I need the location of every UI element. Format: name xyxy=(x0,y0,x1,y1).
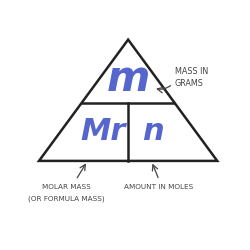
Text: MOLAR MASS: MOLAR MASS xyxy=(42,184,90,190)
Text: AMOUNT IN MOLES: AMOUNT IN MOLES xyxy=(124,184,194,190)
Text: MASS IN: MASS IN xyxy=(174,67,208,76)
Text: GRAMS: GRAMS xyxy=(174,79,204,88)
Text: Mr: Mr xyxy=(80,117,126,146)
Text: n: n xyxy=(142,117,164,146)
Text: (OR FORMULA MASS): (OR FORMULA MASS) xyxy=(28,196,104,202)
Text: m: m xyxy=(106,58,150,100)
